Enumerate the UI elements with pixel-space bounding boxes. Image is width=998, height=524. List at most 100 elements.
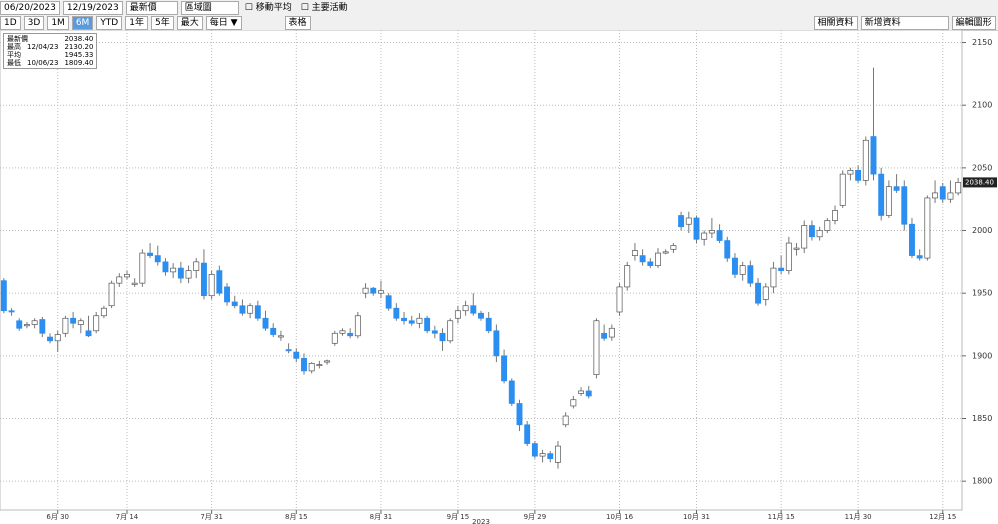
- candle-body: [724, 240, 731, 259]
- candle-body: [847, 170, 854, 175]
- info-box: 最新價 2038.40 最高 12/04/23 2130.20 平均 1945.33 最低 10…: [3, 33, 98, 69]
- candle-body: [385, 295, 392, 309]
- candle-body: [832, 210, 838, 221]
- x-tick-label: 10月 16: [606, 513, 634, 521]
- candle-body: [147, 252, 154, 256]
- candle-body: [801, 225, 808, 249]
- period-button[interactable]: 1M: [47, 15, 69, 30]
- candle-body: [324, 360, 331, 363]
- y-tick-label: 2000: [972, 226, 992, 235]
- candle-body: [608, 327, 615, 338]
- chart: 1800 1850 1900 1950 2000 2050 2100 2150 6月 30 7月 …: [0, 30, 997, 524]
- candle-body: [447, 320, 454, 342]
- candle-body: [547, 453, 554, 459]
- candle-body: [762, 286, 769, 300]
- candle-body: [393, 307, 400, 319]
- candle-body: [955, 182, 962, 194]
- info-cell: 2130.20: [64, 43, 94, 51]
- x-tick-label: 7月 31: [200, 513, 223, 521]
- candle-body: [555, 445, 561, 463]
- candle-body: [939, 186, 946, 200]
- candle-body: [116, 276, 123, 284]
- moving-average-label: 移動平均: [255, 2, 292, 13]
- start-date[interactable]: 06/20/2023: [0, 0, 60, 15]
- info-row: 平均 1945.33: [7, 51, 93, 59]
- candle-body: [755, 282, 762, 304]
- candle-body: [170, 267, 177, 273]
- candle-body: [262, 317, 269, 329]
- candle-body: [639, 255, 646, 263]
- candle-body: [678, 215, 685, 228]
- x-tick-label: 11月 15: [768, 513, 795, 521]
- y-tick-label: 1800: [972, 477, 992, 486]
- candle-body: [708, 230, 715, 234]
- candle-body: [701, 232, 708, 240]
- candle-body: [732, 257, 738, 275]
- candle-body: [154, 255, 161, 263]
- period-button[interactable]: 6M: [71, 15, 94, 30]
- candle-body: [216, 270, 223, 294]
- candle-body: [601, 332, 608, 339]
- candle-body: [616, 286, 623, 313]
- candle-body: [647, 261, 654, 266]
- x-tick-label: 9月 15: [447, 513, 470, 521]
- info-cell: 10/06/23: [27, 59, 59, 67]
- candle-body: [693, 217, 700, 240]
- candle-body: [539, 453, 546, 457]
- period-button[interactable]: 3D: [23, 15, 45, 30]
- candle-body: [77, 320, 84, 325]
- period-button[interactable]: YTD: [96, 15, 123, 30]
- y-tick-label: 2150: [972, 38, 992, 47]
- period-button[interactable]: 最大: [176, 15, 203, 30]
- candle-body: [893, 186, 900, 191]
- candle-body: [493, 330, 500, 357]
- candle-body: [208, 274, 215, 297]
- frequency[interactable]: 每日 ▼: [205, 15, 242, 30]
- candle-body: [354, 315, 361, 337]
- x-tick-label: 8月 31: [370, 513, 393, 521]
- candle-body: [247, 305, 254, 314]
- candle-body: [816, 230, 823, 238]
- info-cell: 最新價: [7, 35, 28, 43]
- period-button[interactable]: 5年: [150, 15, 174, 30]
- candle-body: [839, 173, 846, 206]
- candle-body: [39, 319, 46, 334]
- candle-body: [408, 320, 415, 324]
- period-button[interactable]: 1D: [0, 15, 21, 30]
- candle-body: [454, 310, 461, 319]
- candle-body: [47, 336, 53, 342]
- candle-body: [531, 443, 538, 457]
- candle-body: [224, 286, 230, 303]
- candle-body: [524, 424, 531, 444]
- candle-body: [239, 305, 246, 314]
- edit-chart[interactable]: 編輯圖形: [951, 15, 996, 30]
- candle-body: [824, 220, 831, 231]
- toolbar: 06/20/2023 12/19/2023 最新價 區域圖 ☐ 移動平均 ☐ 主…: [0, 0, 998, 16]
- add-data[interactable]: 新增資料: [860, 15, 949, 30]
- candle-body: [439, 332, 446, 342]
- end-date[interactable]: 12/19/2023: [62, 0, 123, 15]
- related[interactable]: 相關資料: [813, 15, 858, 30]
- candle-body: [162, 261, 169, 273]
- plot-area: [0, 30, 963, 511]
- candle-body: [778, 267, 785, 271]
- info-row: 最低 10/06/23 1809.40: [7, 59, 93, 67]
- info-cell: 最低: [7, 59, 21, 67]
- candle-body: [478, 312, 484, 319]
- candle-body: [200, 262, 207, 297]
- x-tick-label: 6月 30: [46, 513, 69, 521]
- candle-body: [31, 320, 38, 325]
- moving-average[interactable]: ☐ 移動平均: [244, 2, 292, 13]
- x-tick-label: 8月 15: [285, 513, 308, 521]
- candle-body: [139, 252, 146, 284]
- chart-style[interactable]: 區域圖: [180, 0, 239, 15]
- candle-body: [301, 358, 307, 372]
- candle-body: [124, 274, 130, 278]
- candle-body: [370, 287, 377, 294]
- period-button[interactable]: 1年: [125, 15, 148, 30]
- table[interactable]: 表格: [284, 15, 311, 30]
- price-type[interactable]: 最新價: [125, 0, 178, 15]
- main-events[interactable]: ☐ 主要活動: [300, 2, 348, 13]
- year-label: 2023: [472, 518, 490, 524]
